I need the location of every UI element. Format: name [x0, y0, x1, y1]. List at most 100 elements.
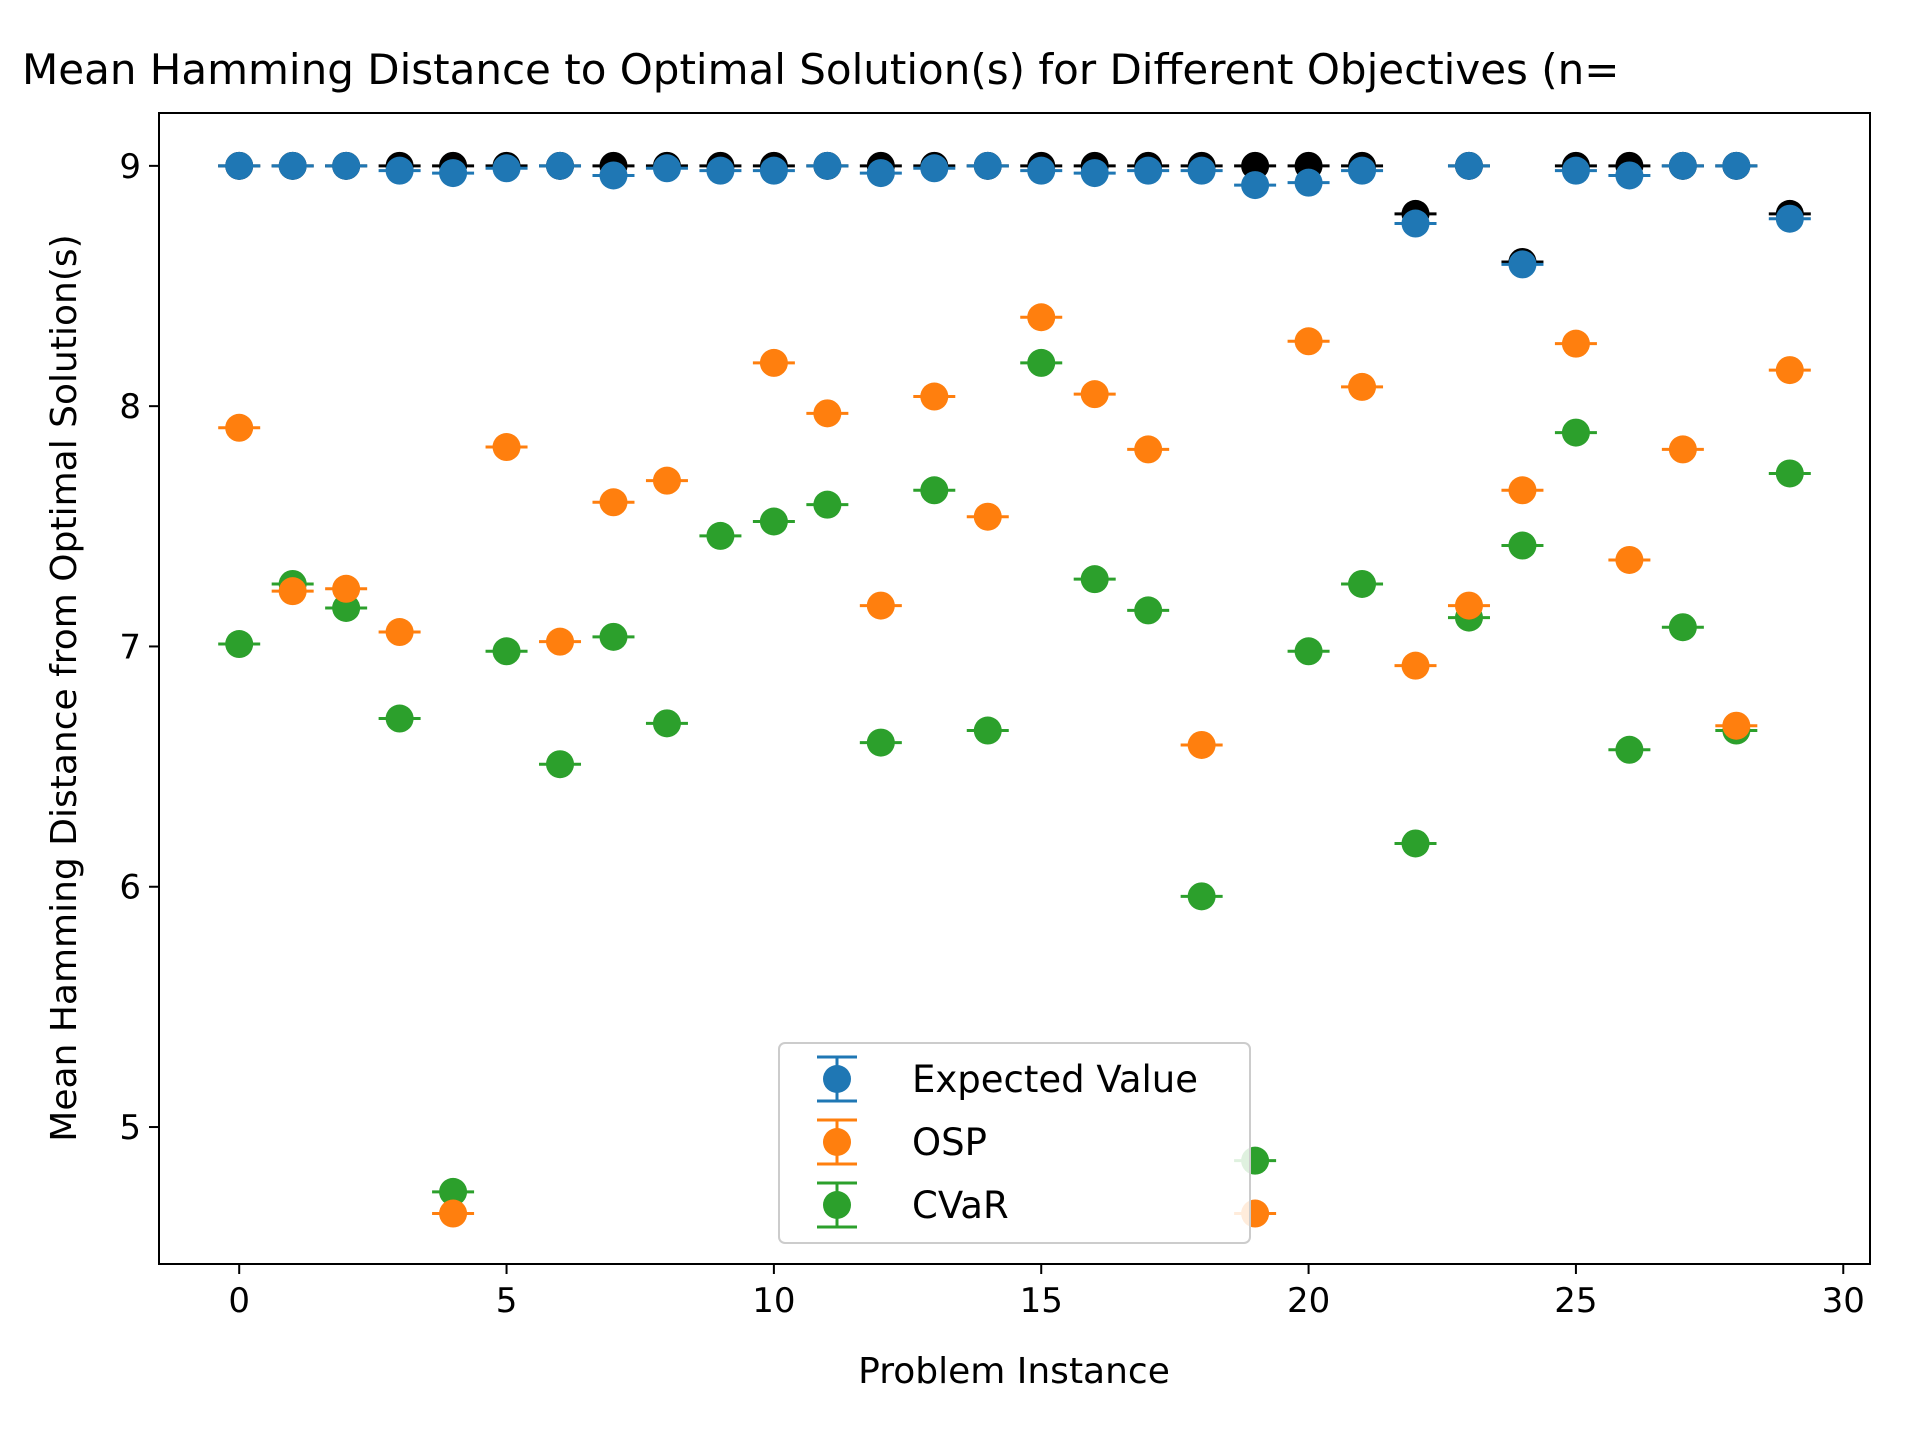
expected-value-point — [492, 154, 521, 183]
osp-point — [1454, 591, 1483, 620]
cvar-point — [1027, 348, 1056, 377]
osp-point — [1134, 435, 1163, 464]
cvar-point — [546, 750, 575, 779]
expected-value-point — [332, 151, 361, 180]
y-axis-label: Mean Hamming Distance from Optimal Solut… — [44, 234, 85, 1141]
expected-value-point — [866, 159, 895, 188]
legend-marker-point — [823, 1191, 851, 1219]
expected-value-point — [225, 151, 254, 180]
expected-value-point — [1561, 156, 1590, 185]
x-axis: 0 5 10 15 20 25 30 — [228, 1264, 1865, 1321]
cvar-point — [1401, 829, 1430, 858]
osp-point — [492, 433, 521, 462]
chart-title: Mean Hamming Distance to Optimal Solutio… — [22, 45, 1619, 94]
osp-point — [652, 466, 681, 495]
expected-value-point — [973, 151, 1002, 180]
cvar-point — [439, 1177, 468, 1206]
cvar-point — [599, 622, 628, 651]
osp-point — [599, 488, 628, 517]
cvar-point — [1508, 531, 1537, 560]
reference-point — [1241, 151, 1270, 180]
expected-value-point — [1187, 156, 1216, 185]
expected-value-point — [652, 154, 681, 183]
osp-point — [1027, 303, 1056, 332]
cvar-point — [1134, 596, 1163, 625]
osp-point — [920, 382, 949, 411]
y-tick-label: 5 — [119, 1108, 141, 1148]
cvar-point — [920, 476, 949, 505]
cvar-point — [1561, 418, 1590, 447]
osp-point — [1294, 327, 1323, 356]
expected-value-point — [278, 151, 307, 180]
y-tick-label: 9 — [119, 147, 141, 187]
legend-label: OSP — [912, 1121, 987, 1164]
osp-point — [759, 348, 788, 377]
osp-point — [1722, 711, 1751, 740]
osp-point — [813, 399, 842, 428]
osp-point — [546, 627, 575, 656]
osp-point — [1401, 651, 1430, 680]
cvar-point — [866, 728, 895, 757]
osp-point — [1080, 380, 1109, 409]
legend-frame — [778, 1042, 1251, 1244]
osp-point — [332, 574, 361, 603]
cvar-point — [332, 594, 361, 623]
expected-value-point — [1775, 204, 1804, 233]
expected-value-point — [1080, 159, 1109, 188]
data-marks — [218, 151, 1811, 1228]
cvar-point — [1775, 459, 1804, 488]
cvar-point — [1187, 882, 1216, 911]
cvar-point — [1615, 735, 1644, 764]
osp-point — [439, 1199, 468, 1228]
x-tick-label: 25 — [1554, 1281, 1597, 1321]
osp-point — [225, 413, 254, 442]
x-axis-label: Problem Instance — [858, 1351, 1170, 1392]
osp-point — [1348, 372, 1377, 401]
cvar-point — [225, 630, 254, 659]
expected-value-point — [1454, 151, 1483, 180]
expected-value-point — [546, 151, 575, 180]
cvar-point — [813, 490, 842, 519]
cvar-point — [973, 716, 1002, 745]
expected-value-point — [1348, 156, 1377, 185]
legend-label: CVaR — [912, 1184, 1009, 1227]
x-tick-label: 5 — [496, 1281, 518, 1321]
cvar-point — [652, 709, 681, 738]
x-tick-label: 0 — [228, 1281, 250, 1321]
legend-marker-point — [823, 1065, 851, 1093]
cvar-point — [385, 704, 414, 733]
osp-point — [1668, 435, 1697, 464]
legend: Expected Value OSP CVaR — [778, 1042, 1251, 1244]
y-tick-label: 7 — [119, 627, 141, 667]
expected-value-point — [1401, 209, 1430, 238]
y-axis: 5 6 7 8 9 — [119, 147, 159, 1148]
expected-value-point — [1241, 171, 1270, 200]
expected-value-point — [759, 156, 788, 185]
plot-frame — [158, 112, 1871, 1265]
cvar-point — [1348, 569, 1377, 598]
osp-point — [1615, 545, 1644, 574]
cvar-point — [759, 507, 788, 536]
expected-value-point — [599, 161, 628, 190]
expected-value-point — [920, 154, 949, 183]
x-tick-label: 15 — [1020, 1281, 1063, 1321]
osp-point — [385, 618, 414, 647]
cvar-point — [1294, 637, 1323, 666]
expected-value-point — [813, 151, 842, 180]
x-tick-label: 30 — [1822, 1281, 1865, 1321]
expected-value-point — [1294, 168, 1323, 197]
cvar-point — [1668, 613, 1697, 642]
expected-value-point — [1722, 151, 1751, 180]
expected-value-point — [1668, 151, 1697, 180]
cvar-point — [1080, 565, 1109, 594]
osp-point — [866, 591, 895, 620]
expected-value-point — [439, 159, 468, 188]
legend-marker-point — [823, 1128, 851, 1156]
y-tick-label: 6 — [119, 868, 141, 908]
legend-label: Expected Value — [912, 1058, 1198, 1101]
osp-point — [1508, 476, 1537, 505]
expected-value-point — [1134, 156, 1163, 185]
expected-value-point — [706, 156, 735, 185]
cvar-point — [706, 521, 735, 550]
